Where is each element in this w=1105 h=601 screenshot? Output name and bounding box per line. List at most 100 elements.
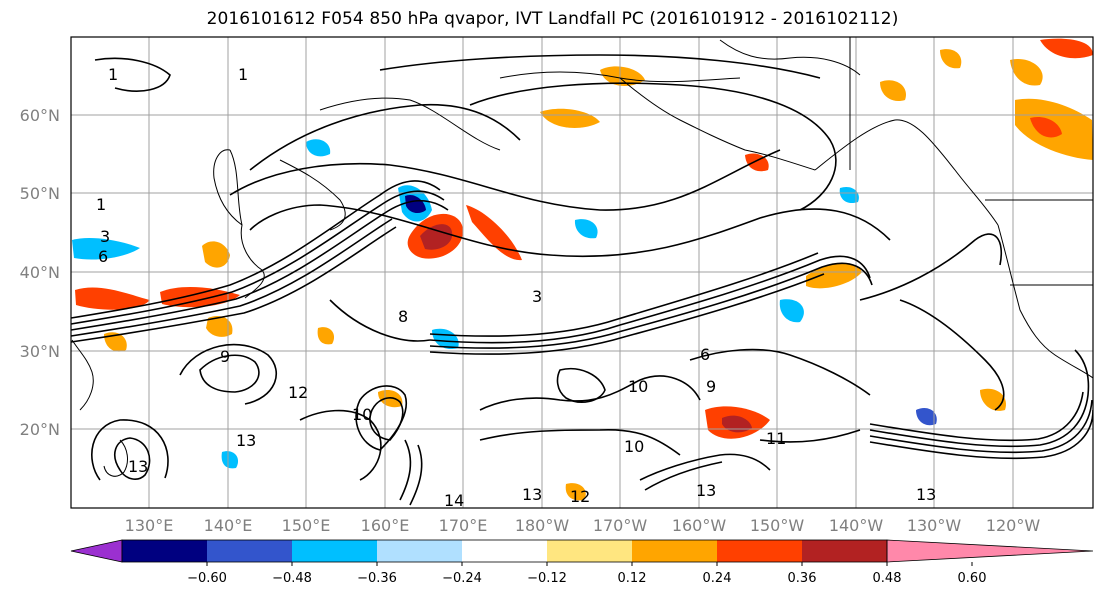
anomaly-patch bbox=[466, 205, 522, 261]
contour-line bbox=[71, 190, 445, 325]
figure-title: 2016101612 F054 850 hPa qvapor, IVT Land… bbox=[206, 9, 899, 29]
map-frame bbox=[70, 36, 1094, 509]
anomaly-patch bbox=[378, 389, 403, 408]
anomaly-patch bbox=[75, 287, 150, 310]
lat-label: 20°N bbox=[20, 420, 60, 439]
contour-line bbox=[899, 299, 1005, 411]
anomaly-patch bbox=[600, 66, 645, 86]
colorbar-tick-label: −0.24 bbox=[442, 571, 482, 586]
coastline bbox=[229, 149, 265, 299]
anomaly-patch bbox=[1040, 38, 1093, 59]
map-panel: 1 1 1 3 6 3 8 9 12 10 13 14 13 12 13 13 … bbox=[71, 37, 1093, 508]
lon-label: 120°W bbox=[986, 516, 1041, 535]
contour-label: 1 bbox=[238, 65, 248, 84]
lon-label: 170°E bbox=[439, 516, 488, 535]
contour-line bbox=[379, 54, 821, 79]
anomaly-patch bbox=[940, 49, 962, 69]
colorbar-outline bbox=[121, 539, 888, 563]
contour-label: 6 bbox=[700, 345, 710, 364]
contour-line bbox=[71, 199, 449, 331]
contour-line bbox=[71, 218, 393, 337]
contour-line bbox=[429, 252, 819, 337]
coastline bbox=[213, 149, 243, 226]
anomaly-patches bbox=[72, 38, 1093, 501]
lon-label: 160°E bbox=[361, 516, 410, 535]
contour-label: 8 bbox=[398, 307, 408, 326]
coastline bbox=[499, 71, 741, 83]
anomaly-patch bbox=[574, 219, 598, 239]
anomaly-patch bbox=[221, 451, 239, 469]
longitude-labels: 130°E 140°E 150°E 160°E 170°E 180°W 170°… bbox=[125, 516, 1041, 535]
contour-line bbox=[869, 399, 1093, 454]
contour-line bbox=[859, 233, 1002, 301]
anomaly-patch bbox=[420, 224, 453, 250]
anomaly-patch bbox=[540, 108, 600, 128]
contour-labels: 1 1 1 3 6 3 8 9 12 10 13 14 13 12 13 13 … bbox=[96, 65, 936, 508]
contour-label: 12 bbox=[570, 487, 590, 506]
contour-line bbox=[71, 180, 441, 319]
coastline bbox=[619, 77, 816, 171]
contour-line bbox=[869, 349, 1090, 448]
contour-line bbox=[469, 82, 837, 211]
lon-label: 130°E bbox=[125, 516, 174, 535]
coastline bbox=[103, 439, 128, 477]
contour-label: 13 bbox=[522, 485, 542, 504]
contour-label: 3 bbox=[532, 287, 542, 306]
contour-line bbox=[91, 419, 169, 481]
contour-line bbox=[479, 375, 701, 411]
lat-label: 60°N bbox=[20, 106, 60, 125]
graticule bbox=[71, 37, 1093, 508]
lon-label: 150°E bbox=[282, 516, 331, 535]
anomaly-patch bbox=[916, 407, 937, 426]
anomaly-patch bbox=[405, 194, 426, 214]
colorbar-segment bbox=[462, 540, 547, 562]
lon-label: 160°W bbox=[672, 516, 727, 535]
contour-line bbox=[299, 409, 382, 481]
anomaly-patch bbox=[722, 415, 752, 433]
contour-line bbox=[369, 397, 404, 441]
lon-label: 150°W bbox=[750, 516, 805, 535]
contour-line bbox=[114, 437, 151, 480]
contour-line bbox=[199, 354, 260, 393]
colorbar-segment bbox=[377, 540, 462, 562]
colorbar-tick-label: −0.48 bbox=[272, 571, 312, 586]
anomaly-patch bbox=[1030, 116, 1062, 138]
colorbar-extend-max bbox=[886, 539, 1094, 563]
contour-label: 11 bbox=[766, 429, 786, 448]
contour-line bbox=[229, 149, 781, 211]
contour-label: 13 bbox=[128, 457, 148, 476]
lon-label: 130°W bbox=[907, 516, 962, 535]
contour-line bbox=[639, 453, 771, 481]
lon-label: 140°E bbox=[204, 516, 253, 535]
lat-label: 40°N bbox=[20, 263, 60, 282]
colorbar-segment bbox=[207, 540, 292, 562]
contour-label: 9 bbox=[706, 377, 716, 396]
contour-line bbox=[399, 439, 412, 501]
contour-label: 3 bbox=[100, 227, 110, 246]
lon-label: 180°W bbox=[515, 516, 570, 535]
colorbar-segment bbox=[547, 540, 632, 562]
colorbar-tick-label: 0.48 bbox=[873, 571, 902, 586]
colorbar-segment bbox=[292, 540, 377, 562]
colorbar-segment bbox=[717, 540, 802, 562]
contour-line bbox=[179, 343, 277, 405]
contour-line bbox=[429, 255, 871, 344]
contour-label: 13 bbox=[236, 431, 256, 450]
anomaly-patch bbox=[1010, 59, 1043, 86]
contour-line bbox=[249, 204, 891, 258]
contour-line bbox=[429, 262, 873, 349]
contour-label: 10 bbox=[352, 405, 372, 424]
contour-line bbox=[479, 429, 681, 456]
colorbar-tick-label: 0.12 bbox=[618, 571, 647, 586]
lat-label: 30°N bbox=[20, 342, 60, 361]
anomaly-patch bbox=[880, 80, 906, 102]
lon-label: 140°W bbox=[829, 516, 884, 535]
contour-label: 10 bbox=[628, 377, 648, 396]
latitude-labels: 60°N 50°N 40°N 30°N 20°N bbox=[20, 106, 60, 439]
contour-line bbox=[759, 429, 861, 443]
colorbar-segment bbox=[632, 540, 717, 562]
anomaly-patch bbox=[202, 241, 230, 268]
contour-label: 9 bbox=[220, 347, 230, 366]
anomaly-patch bbox=[806, 263, 862, 289]
coastline bbox=[279, 159, 346, 231]
